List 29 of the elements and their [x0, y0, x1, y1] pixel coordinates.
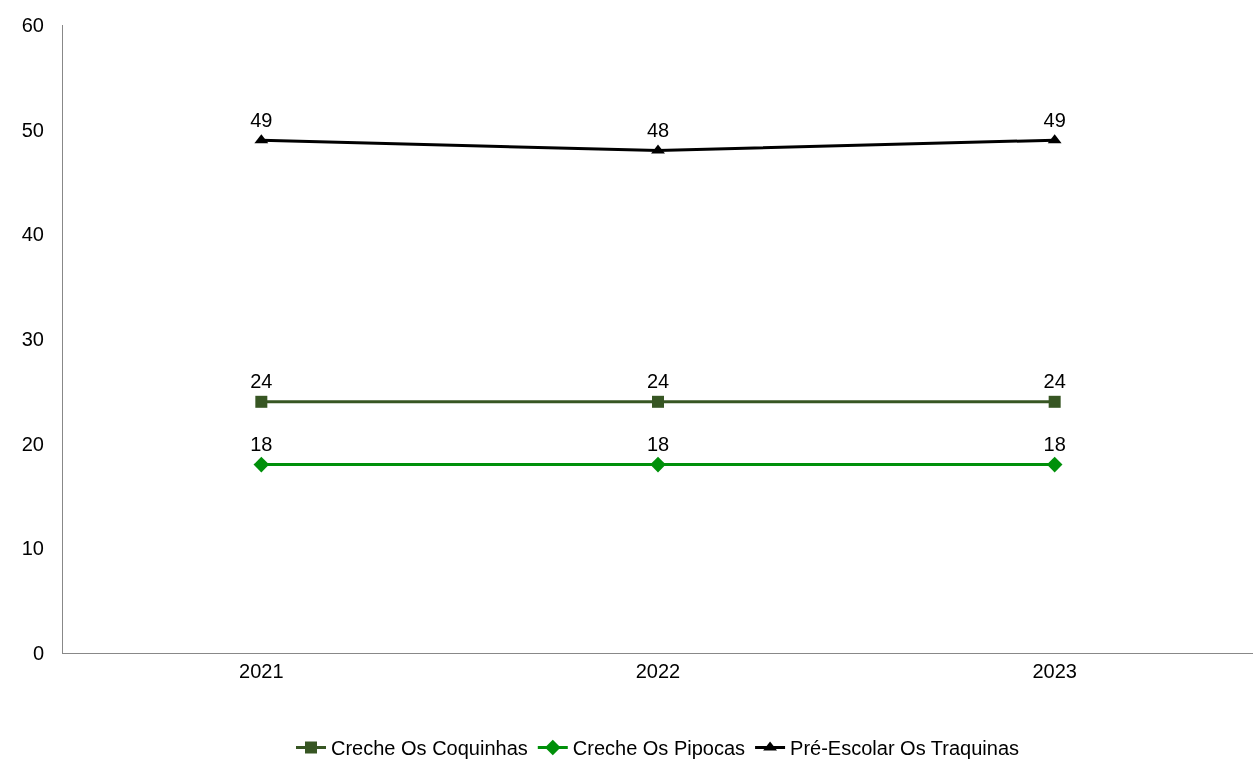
- data-label: 18: [646, 433, 670, 456]
- data-label: 24: [1043, 370, 1066, 393]
- point: [652, 395, 664, 408]
- data-label: 24: [646, 370, 670, 393]
- data-label: 49: [1043, 108, 1066, 131]
- point: [650, 456, 666, 473]
- y-tick-label: 50: [21, 118, 44, 141]
- y-tick-label: 40: [21, 223, 44, 246]
- data-label: 49: [250, 108, 273, 131]
- x-tick-label: 2022: [635, 660, 681, 682]
- point: [1046, 456, 1063, 473]
- data-label: 48: [646, 119, 670, 142]
- data-label: 18: [250, 433, 273, 456]
- data-label: 24: [250, 370, 273, 393]
- legend-label: Creche Os Coquinhas: [331, 737, 528, 760]
- legend-label: Pré-Escolar Os Traquinas: [790, 737, 1020, 760]
- point: [253, 456, 270, 473]
- point: [651, 144, 665, 154]
- y-tick-label: 20: [21, 432, 44, 455]
- x-tick-label: 2023: [1032, 660, 1077, 682]
- point: [255, 395, 268, 408]
- y-tick-label: 30: [21, 328, 44, 350]
- y-tick-label: 10: [21, 537, 44, 560]
- legend-label: Creche Os Pipocas: [572, 737, 746, 760]
- point: [1048, 395, 1061, 408]
- data-label: 18: [1043, 433, 1066, 456]
- y-tick-label: 0: [32, 642, 44, 664]
- x-tick-label: 2021: [239, 660, 284, 682]
- y-tick-label: 60: [21, 14, 44, 36]
